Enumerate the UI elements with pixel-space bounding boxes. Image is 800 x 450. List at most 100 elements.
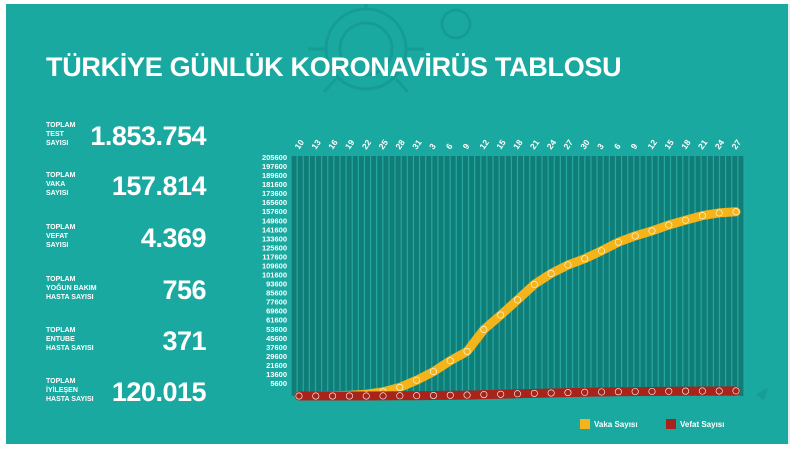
cases-data-point xyxy=(564,261,572,269)
stat-total-tests: TOPLAM TEST SAYISI 1.853.754 xyxy=(46,112,206,152)
x-tick-label: 31 xyxy=(410,137,424,151)
stat-label-line: HASTA SAYISI xyxy=(46,345,94,352)
stat-label-line: SAYISI xyxy=(46,140,69,147)
x-tick-label: 12 xyxy=(645,137,659,151)
stat-label-line: TOPLAM xyxy=(46,224,76,231)
cases-data-point xyxy=(446,357,454,365)
y-tick-label: 93600 xyxy=(266,280,287,289)
dashboard-board: TÜRKİYE GÜNLÜK KORONAVİRÜS TABLOSU TOPLA… xyxy=(6,4,790,444)
page-title: TÜRKİYE GÜNLÜK KORONAVİRÜS TABLOSU xyxy=(46,52,622,82)
y-tick-label: 69600 xyxy=(266,307,287,316)
cases-data-point xyxy=(429,368,437,376)
x-tick-label: 15 xyxy=(662,137,676,151)
y-tick-label: 197600 xyxy=(262,162,287,171)
x-tick-label: 13 xyxy=(309,137,323,151)
x-tick-label: 18 xyxy=(511,137,525,151)
y-tick-label: 157600 xyxy=(262,207,287,216)
x-tick-label: 6 xyxy=(612,141,623,151)
stat-label-line: TOPLAM xyxy=(46,122,76,129)
stat-label-line: SAYISI xyxy=(46,242,69,249)
stat-label-line: ENTUBE xyxy=(46,336,75,343)
stat-label-line: YOĞUN BAKIM xyxy=(46,285,97,292)
deaths-data-point xyxy=(581,388,589,396)
deaths-data-point xyxy=(648,387,656,395)
cases-data-point xyxy=(648,227,656,235)
y-tick-label: 205600 xyxy=(262,153,287,162)
x-tick-label: 18 xyxy=(679,137,693,151)
deaths-data-point xyxy=(497,390,505,398)
deaths-data-point xyxy=(564,389,572,397)
x-tick-label: 19 xyxy=(343,137,357,151)
deaths-data-point xyxy=(732,387,740,395)
cases-data-point xyxy=(682,216,690,224)
x-tick-label: 25 xyxy=(376,137,390,151)
cases-data-point xyxy=(497,311,505,319)
deaths-data-point xyxy=(598,388,606,396)
stat-label-line: HASTA SAYISI xyxy=(46,396,94,403)
x-tick-label: 22 xyxy=(360,137,374,151)
stat-total-deaths: TOPLAM VEFAT SAYISI 4.369 xyxy=(46,214,207,254)
legend-label-cases: Vaka Sayısı xyxy=(594,420,638,429)
cases-data-point xyxy=(614,238,622,246)
cases-data-point xyxy=(715,209,723,217)
x-tick-label: 15 xyxy=(494,137,508,151)
y-tick-label: 29600 xyxy=(266,352,287,361)
cases-data-point xyxy=(480,326,488,334)
y-tick-label: 21600 xyxy=(266,361,287,370)
y-tick-label: 149600 xyxy=(262,216,287,225)
deaths-data-point xyxy=(698,387,706,395)
deaths-data-point xyxy=(614,388,622,396)
x-tick-label: 27 xyxy=(729,137,743,151)
x-tick-label: 10 xyxy=(292,137,306,151)
stat-label-line: TEST xyxy=(46,131,64,138)
y-tick-label: 125600 xyxy=(262,243,287,252)
virus-watermark-icon xyxy=(308,4,768,401)
cases-data-point xyxy=(463,347,471,355)
cases-data-point xyxy=(513,296,521,304)
stat-label-line: HASTA SAYISI xyxy=(46,294,94,301)
stat-icu-patients: TOPLAM YOĞUN BAKIM HASTA SAYISI 756 xyxy=(46,266,206,306)
y-tick-label: 77600 xyxy=(266,298,287,307)
stat-label-line: TOPLAM xyxy=(46,378,76,385)
deaths-data-point xyxy=(631,388,639,396)
deaths-data-point xyxy=(547,389,555,397)
cases-data-point xyxy=(547,270,555,278)
stat-value: 1.853.754 xyxy=(90,121,206,151)
y-tick-label: 141600 xyxy=(262,225,287,234)
x-tick-label: 24 xyxy=(545,137,559,151)
y-tick-label: 173600 xyxy=(262,189,287,198)
x-tick-label: 21 xyxy=(696,137,710,151)
stat-label-line: SAYISI xyxy=(46,190,69,197)
cases-data-point xyxy=(598,247,606,255)
x-tick-label: 9 xyxy=(629,141,640,151)
deaths-data-point xyxy=(379,392,387,400)
deaths-data-point xyxy=(463,391,471,399)
y-tick-label: 181600 xyxy=(262,180,287,189)
stat-label-line: TOPLAM xyxy=(46,327,76,334)
y-tick-label: 101600 xyxy=(262,271,287,280)
x-tick-label: 3 xyxy=(427,141,438,151)
cases-data-point xyxy=(631,232,639,240)
y-tick-label: 165600 xyxy=(262,198,287,207)
deaths-data-point xyxy=(513,390,521,398)
x-tick-label: 6 xyxy=(444,141,455,151)
deaths-data-point xyxy=(480,391,488,399)
deaths-data-point xyxy=(396,392,404,400)
y-tick-label: 85600 xyxy=(266,289,287,298)
y-tick-label: 5600 xyxy=(270,379,287,388)
stat-value: 4.369 xyxy=(140,223,207,253)
deaths-data-point xyxy=(446,391,454,399)
stat-value: 756 xyxy=(162,275,206,305)
cases-data-point xyxy=(665,221,673,229)
deaths-data-point xyxy=(295,392,303,400)
x-tick-label: 9 xyxy=(461,141,472,151)
stat-value: 371 xyxy=(162,326,206,356)
cases-data-point xyxy=(530,280,538,288)
y-tick-label: 13600 xyxy=(266,370,287,379)
stat-label-line: VAKA xyxy=(46,181,66,188)
legend-swatch-cases xyxy=(580,419,590,429)
stat-total-cases: TOPLAM VAKA SAYISI 157.814 xyxy=(46,162,207,202)
cases-data-point xyxy=(732,208,740,216)
x-tick-label: 3 xyxy=(595,141,606,151)
x-tick-label: 24 xyxy=(713,137,727,151)
